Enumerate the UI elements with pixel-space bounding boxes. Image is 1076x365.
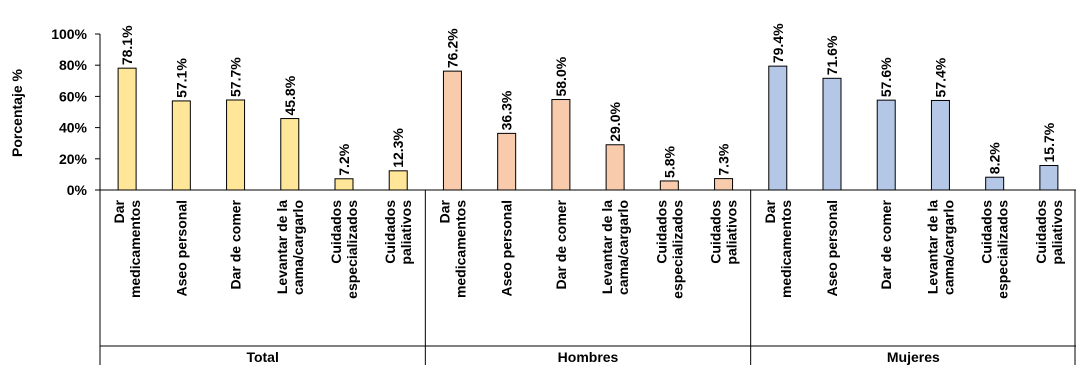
y-tick-label: 100% [51,26,87,42]
category-label-line: medicamentos [127,200,143,298]
category-label-line: cama/cargarlo [290,200,306,295]
category-label: Cuidadospaliativos [708,200,740,265]
category-label-line: paliativos [398,200,414,265]
group-label: Mujeres [887,349,940,365]
bar [551,99,571,191]
bar [334,178,354,191]
bar [930,99,950,191]
category-label: Aseo personal [173,200,189,296]
category-label-line: Dar [762,199,778,223]
category-label-line: Dar de comer [228,199,244,289]
category-label-line: Aseo personal [173,200,189,296]
bar-value-label: 29.0% [607,102,623,142]
category-label: Darmedicamentos [436,199,468,298]
group-label: Total [246,349,278,365]
category-label: Cuidadospaliativos [1033,200,1065,265]
category-label-line: Dar de comer [553,199,569,289]
bar [714,178,734,191]
category-label-line: Aseo personal [499,200,515,296]
category-label-line: Cuidados [382,200,398,264]
category-label-line: Levantar de la [599,200,615,294]
category-label-line: Cuidados [708,200,724,264]
category-label-line: medicamentos [452,200,468,298]
bar-value-label: 8.2% [987,142,1003,174]
bar-value-label: 5.8% [661,145,677,177]
bar-value-label: 57.7% [228,57,244,97]
y-tick-label: 60% [59,88,88,104]
bar [117,67,137,191]
bar-value-label: 57.6% [878,57,894,97]
category-label-line: cama/cargarlo [940,200,956,295]
bar [876,99,896,191]
bar [497,132,517,191]
category-label-line: cama/cargarlo [615,200,631,295]
category-label: Cuidadospaliativos [382,200,414,265]
y-tick-label: 0% [67,182,88,198]
category-label: Dar de comer [553,199,569,289]
category-label: Cuidadosespecializados [328,200,360,299]
category-label-line: Levantar de la [924,200,940,294]
category-label: Aseo personal [499,200,515,296]
category-label: Aseo personal [824,200,840,296]
bar-value-label: 7.2% [336,143,352,175]
y-tick-label: 80% [59,57,88,73]
category-label-line: Dar [436,199,452,223]
bar [442,70,462,191]
category-label: Levantar de lacama/cargarlo [924,200,956,295]
category-label-line: medicamentos [778,200,794,298]
category-labels: Darmedicamentos Aseo personal Dar de comer… [111,199,1065,365]
group-label: Hombres [558,349,619,365]
bar-value-label: 15.7% [1041,122,1057,162]
category-label-line: paliativos [1049,200,1065,265]
bar-value-label: 76.2% [444,28,460,68]
bar [388,170,408,191]
bar [822,77,842,191]
category-label-line: Aseo personal [824,200,840,296]
bar-value-label: 7.3% [716,143,732,175]
y-axis-title: Porcentaje % [9,68,25,156]
bar-value-label: 79.4% [770,23,786,63]
bar [226,99,246,191]
category-label: Darmedicamentos [111,199,143,298]
category-label-line: Dar [111,199,127,223]
category-label-line: Dar de comer [878,199,894,289]
bar-value-label: 57.1% [173,58,189,98]
bar-value-label: 58.0% [553,56,569,96]
category-label-line: especializados [344,200,360,299]
category-label: Cuidadosespecializados [979,200,1011,299]
y-tick-label: 40% [59,120,88,136]
bar [768,65,788,191]
bar-value-label: 71.6% [824,35,840,75]
y-tick-label: 20% [59,151,88,167]
category-label-line: especializados [669,200,685,299]
category-label: Dar de comer [878,199,894,289]
bar [985,176,1005,191]
y-axis-ticks: 0% 20% 40% 60% 80% 100% [51,26,87,198]
axis-lines [95,33,1076,365]
bar-value-label: 12.3% [390,128,406,168]
category-label: Cuidadosespecializados [653,200,685,299]
category-label: Dar de comer [228,199,244,289]
bar [659,180,679,191]
bar-value-label: 57.4% [932,57,948,97]
category-label: Darmedicamentos [762,199,794,298]
bar [1039,165,1059,191]
category-label-line: especializados [995,200,1011,299]
bar [280,118,300,191]
bar-value-label: 45.8% [282,75,298,115]
category-label-line: Cuidados [1033,200,1049,264]
category-label-line: paliativos [724,200,740,265]
bar [605,144,625,191]
bar [171,100,191,191]
bar-value-label: 78.1% [119,25,135,65]
bars-layer: 78.1% 57.1% 57.7% 45.8% 7.2% 12.3% 76.2% 36.3% 5… [117,23,1059,191]
category-label-line: Cuidados [328,200,344,264]
category-label: Levantar de lacama/cargarlo [274,200,306,295]
category-label-line: Cuidados [653,200,669,264]
category-label-line: Levantar de la [274,200,290,294]
bar-value-label: 36.3% [499,90,515,130]
category-label: Levantar de lacama/cargarlo [599,200,631,295]
category-label-line: Cuidados [979,200,995,264]
